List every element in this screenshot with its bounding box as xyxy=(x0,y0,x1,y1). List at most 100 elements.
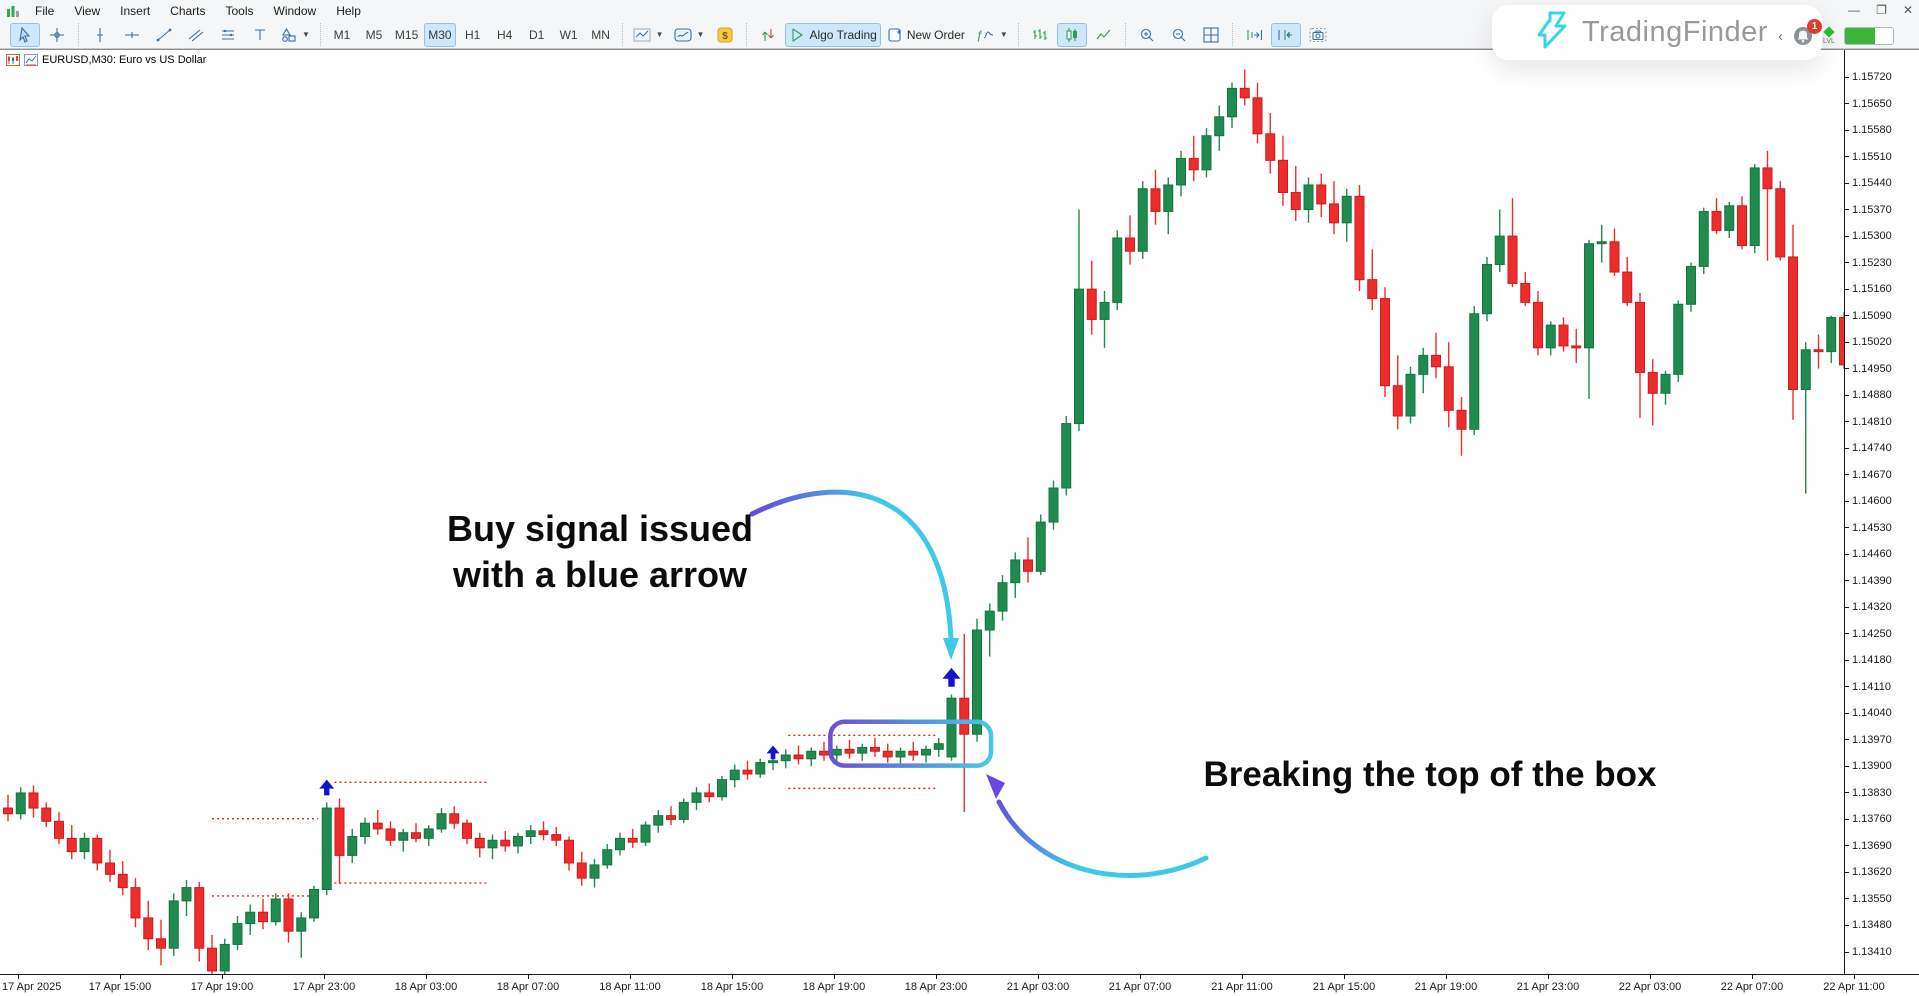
price-tick-label: 1.13550 xyxy=(1852,892,1892,905)
price-tick-label: 1.13410 xyxy=(1852,946,1892,958)
cursor-tool[interactable] xyxy=(10,22,40,47)
indicators-list-button[interactable]: ƒ ▼ xyxy=(971,23,1012,47)
line-chart-button[interactable] xyxy=(1089,23,1119,47)
trendline-tool[interactable] xyxy=(149,23,179,47)
candle-body xyxy=(1201,135,1212,171)
currency-button[interactable]: $ xyxy=(710,23,740,47)
candle-body xyxy=(831,748,842,756)
price-tick-label: 1.15230 xyxy=(1852,256,1892,269)
equidistant-channel-tool[interactable] xyxy=(213,23,243,47)
price-tick-mark xyxy=(1845,209,1849,211)
chevron-down-icon[interactable]: ▼ xyxy=(696,30,705,39)
price-tick-label: 1.13970 xyxy=(1852,733,1892,746)
chevron-down-icon[interactable]: ▼ xyxy=(302,30,310,39)
price-tick-label: 1.14460 xyxy=(1852,548,1892,561)
buy-signal-arrow-icon xyxy=(766,745,780,760)
price-tick-label: 1.14600 xyxy=(1852,495,1892,508)
chart-window: EURUSD,M30: Euro vs US Dollar 1.15720 1.1… xyxy=(0,48,1919,996)
candle-body xyxy=(1278,159,1288,194)
fx-indicators-icon: ƒ xyxy=(975,27,995,43)
chart-symbol-label: EURUSD,M30: Euro vs US Dollar xyxy=(6,54,206,66)
price-tick-label: 1.13690 xyxy=(1852,839,1892,852)
candle-body xyxy=(1749,167,1760,247)
timeframe-m1[interactable]: M1 xyxy=(327,23,357,47)
zoom-in-button[interactable] xyxy=(1132,23,1162,47)
toolbar-group xyxy=(1233,22,1339,47)
new-order-button[interactable]: New Order xyxy=(883,23,969,47)
chevron-left-icon[interactable]: ‹ xyxy=(1778,27,1783,45)
candles-chart-button[interactable] xyxy=(1056,22,1087,47)
timeframe-m30[interactable]: M30 xyxy=(424,22,456,47)
menu-file[interactable]: File xyxy=(35,3,55,18)
price-tick-label: 1.15160 xyxy=(1852,283,1892,296)
symbol-title-text[interactable]: EURUSD,M30: Euro vs US Dollar xyxy=(42,54,207,66)
depth-of-market-button[interactable] xyxy=(753,23,783,47)
menu-window[interactable]: Window xyxy=(273,3,317,18)
price-tick-label: 1.14390 xyxy=(1852,574,1892,587)
candle-body xyxy=(1686,265,1696,305)
candle-body xyxy=(1125,237,1135,252)
menu-charts[interactable]: Charts xyxy=(170,3,206,18)
price-axis[interactable]: 1.15720 1.15650 1.15580 1.15510 1.15440 1.153… xyxy=(1844,50,1919,974)
equidistant-icon xyxy=(220,27,236,43)
text-tool[interactable] xyxy=(245,23,275,47)
screenshot-button[interactable] xyxy=(1303,23,1333,47)
status-cluster: ‹ 1 LVL xyxy=(1778,19,1894,50)
channel-tool[interactable] xyxy=(181,23,211,47)
candle-body xyxy=(270,898,281,923)
candle-body xyxy=(1558,324,1569,347)
chart-type-line-icon xyxy=(633,27,651,43)
minimize-button[interactable]: — xyxy=(1848,3,1861,17)
candle-body xyxy=(436,813,447,830)
price-tick-mark xyxy=(1845,262,1849,264)
candle-body xyxy=(487,839,498,849)
close-button[interactable]: ✕ xyxy=(1902,3,1913,17)
candle-body xyxy=(1392,385,1403,417)
chevron-down-icon[interactable]: ▼ xyxy=(655,30,664,39)
bars-chart-button[interactable] xyxy=(1025,23,1055,47)
time-tick-label: 18 Apr 11:00 xyxy=(599,981,661,993)
cursor-icon xyxy=(17,26,33,43)
menu-help[interactable]: Help xyxy=(336,3,361,18)
timeframe-w1[interactable]: W1 xyxy=(554,23,584,47)
candle-body xyxy=(1775,188,1786,258)
zoom-out-button[interactable] xyxy=(1164,23,1194,47)
zoom-out-icon xyxy=(1171,27,1187,43)
toolbar-group: ▼ ▼ $ xyxy=(623,23,748,46)
tile-windows-button[interactable] xyxy=(1196,23,1226,47)
svg-text:$: $ xyxy=(723,31,729,42)
candle-body xyxy=(984,610,995,631)
shapes-tool[interactable]: ▼ xyxy=(277,23,314,47)
algo-trading-button[interactable]: Algo Trading xyxy=(785,22,881,47)
timeframe-m15[interactable]: M15 xyxy=(391,23,422,47)
indicator-window-button[interactable]: ▼ xyxy=(670,23,709,47)
restore-button[interactable]: ❐ xyxy=(1876,3,1887,17)
vertical-line-tool[interactable] xyxy=(85,23,115,47)
timeframe-m5[interactable]: M5 xyxy=(359,23,389,47)
crosshair-tool[interactable] xyxy=(42,23,72,47)
chart-template-button[interactable]: ▼ xyxy=(629,23,668,47)
menu-insert[interactable]: Insert xyxy=(120,3,151,18)
auto-scroll-button[interactable] xyxy=(1270,22,1301,47)
shift-end-button[interactable] xyxy=(1239,23,1269,47)
timeframe-h4[interactable]: H4 xyxy=(490,23,520,47)
horizontal-line-tool[interactable] xyxy=(117,23,147,47)
candle-body xyxy=(844,748,855,754)
notification-bell-icon[interactable]: 1 xyxy=(1792,19,1822,47)
menu-view[interactable]: View xyxy=(74,3,101,18)
candle-body xyxy=(1494,235,1505,266)
timeframe-d1[interactable]: D1 xyxy=(522,23,552,47)
chevron-down-icon[interactable]: ▼ xyxy=(999,30,1008,39)
candle-body xyxy=(717,779,727,798)
price-tick-label: 1.15370 xyxy=(1852,203,1892,216)
timeframe-h1[interactable]: H1 xyxy=(458,23,488,47)
time-axis[interactable]: 17 Apr 2025 17 Apr 15:00 17 Apr 19:00 17 Ap… xyxy=(0,974,1919,996)
price-tick-label: 1.14250 xyxy=(1852,627,1892,640)
candle-body xyxy=(742,769,753,775)
timeframe-mn[interactable]: MN xyxy=(586,23,616,47)
menu-tools[interactable]: Tools xyxy=(225,3,254,18)
candlestick-chart[interactable] xyxy=(0,50,1849,983)
candle-body xyxy=(423,828,434,839)
candle-body xyxy=(168,900,179,949)
candle-body xyxy=(576,862,587,879)
